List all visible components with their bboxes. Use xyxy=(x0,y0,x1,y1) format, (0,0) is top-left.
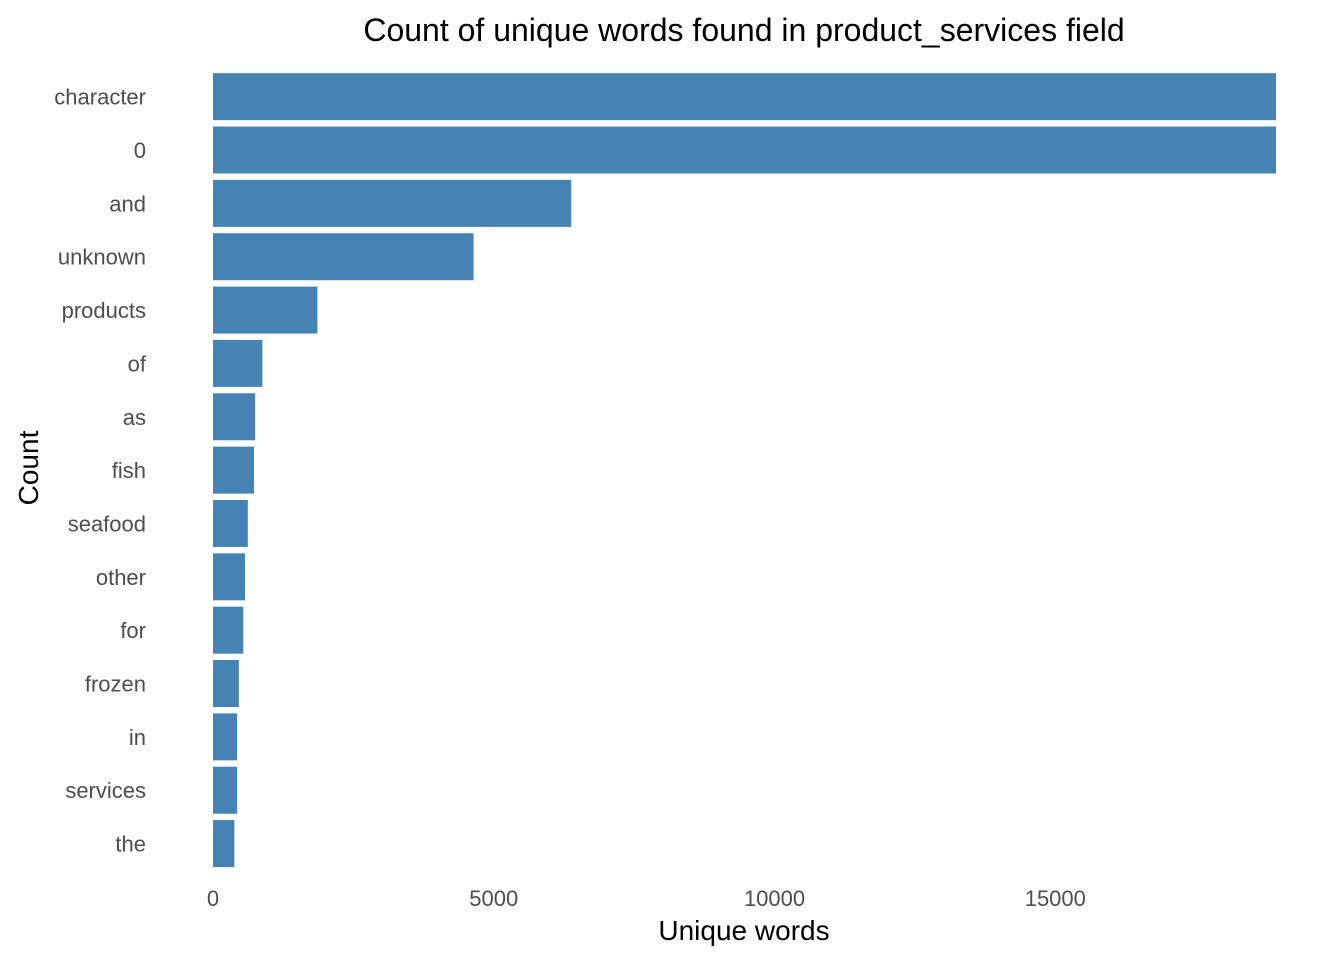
y-tick-label-seafood: seafood xyxy=(68,511,146,536)
x-axis-title: Unique words xyxy=(658,915,829,946)
y-tick-label-services: services xyxy=(65,778,146,803)
bar-frozen xyxy=(213,660,239,708)
y-tick-labels: character 0 and unknown products of as fish seaf… xyxy=(54,85,147,857)
bar-character xyxy=(213,73,1276,121)
y-tick-label-0: 0 xyxy=(134,138,146,163)
y-axis-title: Count xyxy=(13,430,44,505)
bar-and xyxy=(213,179,572,227)
bar-for xyxy=(213,606,244,654)
bar-0 xyxy=(213,126,1276,174)
y-tick-label-products: products xyxy=(62,298,146,323)
y-tick-label-other: other xyxy=(96,565,146,590)
bar-as xyxy=(213,393,256,441)
bar-of xyxy=(213,339,263,387)
y-tick-label-character: character xyxy=(54,85,146,110)
bar-other xyxy=(213,553,246,601)
y-tick-label-the: the xyxy=(115,832,146,857)
bar-products xyxy=(213,286,318,334)
y-tick-label-for: for xyxy=(120,618,146,643)
y-tick-label-fish: fish xyxy=(112,458,146,483)
bars-group xyxy=(213,73,1276,868)
y-tick-label-of: of xyxy=(128,351,147,376)
y-tick-label-unknown: unknown xyxy=(58,245,146,270)
y-tick-label-as: as xyxy=(123,405,146,430)
bar-the xyxy=(213,820,235,868)
bar-fish xyxy=(213,446,254,494)
x-tick-label-5000: 5000 xyxy=(469,886,518,911)
x-tick-label-0: 0 xyxy=(207,886,219,911)
x-tick-label-10000: 10000 xyxy=(744,886,805,911)
y-tick-label-in: in xyxy=(129,725,146,750)
bar-services xyxy=(213,766,238,814)
bar-unknown xyxy=(213,233,474,281)
chart-title: Count of unique words found in product_s… xyxy=(363,12,1124,48)
y-tick-label-and: and xyxy=(109,191,146,216)
bar-in xyxy=(213,713,238,761)
x-tick-label-15000: 15000 xyxy=(1025,886,1086,911)
x-tick-labels: 0 5000 10000 15000 xyxy=(207,886,1086,911)
bar-seafood xyxy=(213,499,248,547)
y-tick-label-frozen: frozen xyxy=(85,672,146,697)
